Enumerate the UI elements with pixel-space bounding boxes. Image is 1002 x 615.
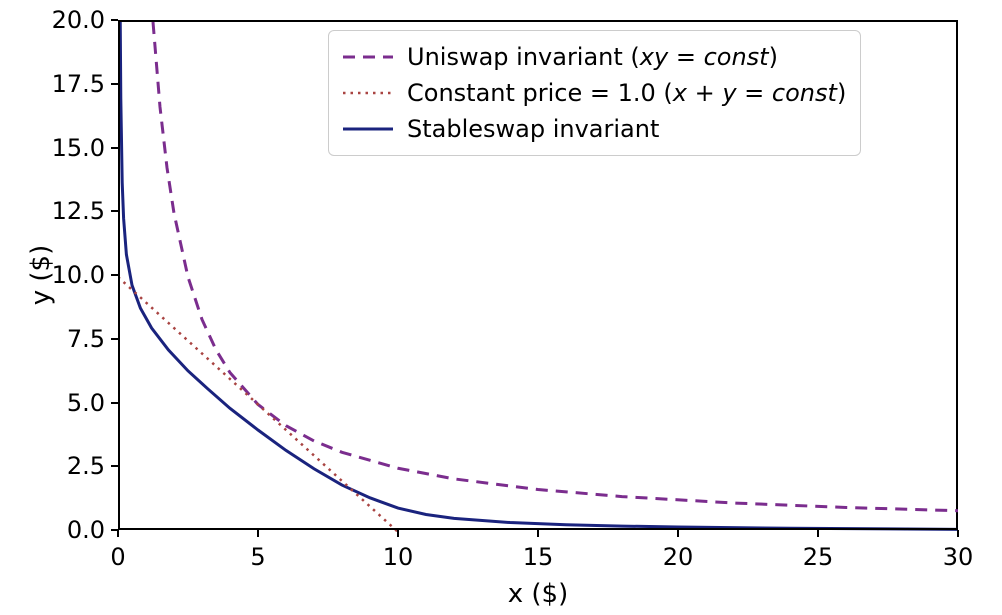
y-tick-label: 12.5 — [52, 197, 105, 225]
x-tick — [677, 530, 679, 537]
x-tick — [957, 530, 959, 537]
legend-item-stableswap: Stableswap invariant — [341, 111, 846, 147]
y-axis-label: y ($) — [26, 245, 56, 305]
x-tick-label: 15 — [523, 543, 554, 571]
x-tick-label: 30 — [943, 543, 974, 571]
y-tick — [111, 19, 118, 21]
x-tick-label: 25 — [803, 543, 834, 571]
y-tick — [111, 402, 118, 404]
x-axis-label: x ($) — [508, 579, 568, 609]
legend: Uniswap invariant (xy = const) Constant p… — [328, 30, 861, 156]
y-tick-label: 15.0 — [52, 134, 105, 162]
y-tick — [111, 465, 118, 467]
legend-item-constprice: Constant price = 1.0 (x + y = const) — [341, 75, 846, 111]
y-tick-label: 20.0 — [52, 6, 105, 34]
legend-swatch-uniswap — [341, 45, 395, 69]
y-tick-label: 2.5 — [67, 452, 105, 480]
y-tick — [111, 147, 118, 149]
x-tick — [817, 530, 819, 537]
y-tick-label: 0.0 — [67, 516, 105, 544]
x-tick — [537, 530, 539, 537]
y-axis-spine — [118, 20, 120, 530]
legend-label-uniswap: Uniswap invariant (xy = const) — [407, 43, 778, 71]
y-tick — [111, 83, 118, 85]
x-tick-label: 5 — [250, 543, 265, 571]
x-tick-label: 10 — [383, 543, 414, 571]
legend-swatch-constprice — [341, 81, 395, 105]
y-tick — [111, 338, 118, 340]
y-tick — [111, 210, 118, 212]
y-tick-label: 10.0 — [52, 261, 105, 289]
y-tick — [111, 529, 118, 531]
series-constprice — [118, 277, 398, 532]
y-tick — [111, 274, 118, 276]
legend-label-constprice: Constant price = 1.0 (x + y = const) — [407, 79, 846, 107]
y-tick-label: 17.5 — [52, 70, 105, 98]
figure: 0 5 10 15 20 25 30 0.0 2.5 5.0 7.5 10.0 12.5 15.0 17.… — [0, 0, 1002, 615]
y-tick-label: 5.0 — [67, 389, 105, 417]
legend-swatch-stableswap — [341, 117, 395, 141]
legend-label-stableswap: Stableswap invariant — [407, 115, 659, 143]
y-tick-label: 7.5 — [67, 325, 105, 353]
x-tick-label: 0 — [110, 543, 125, 571]
x-tick — [257, 530, 259, 537]
x-tick-label: 20 — [663, 543, 694, 571]
x-tick — [117, 530, 119, 537]
legend-item-uniswap: Uniswap invariant (xy = const) — [341, 39, 846, 75]
x-tick — [397, 530, 399, 537]
